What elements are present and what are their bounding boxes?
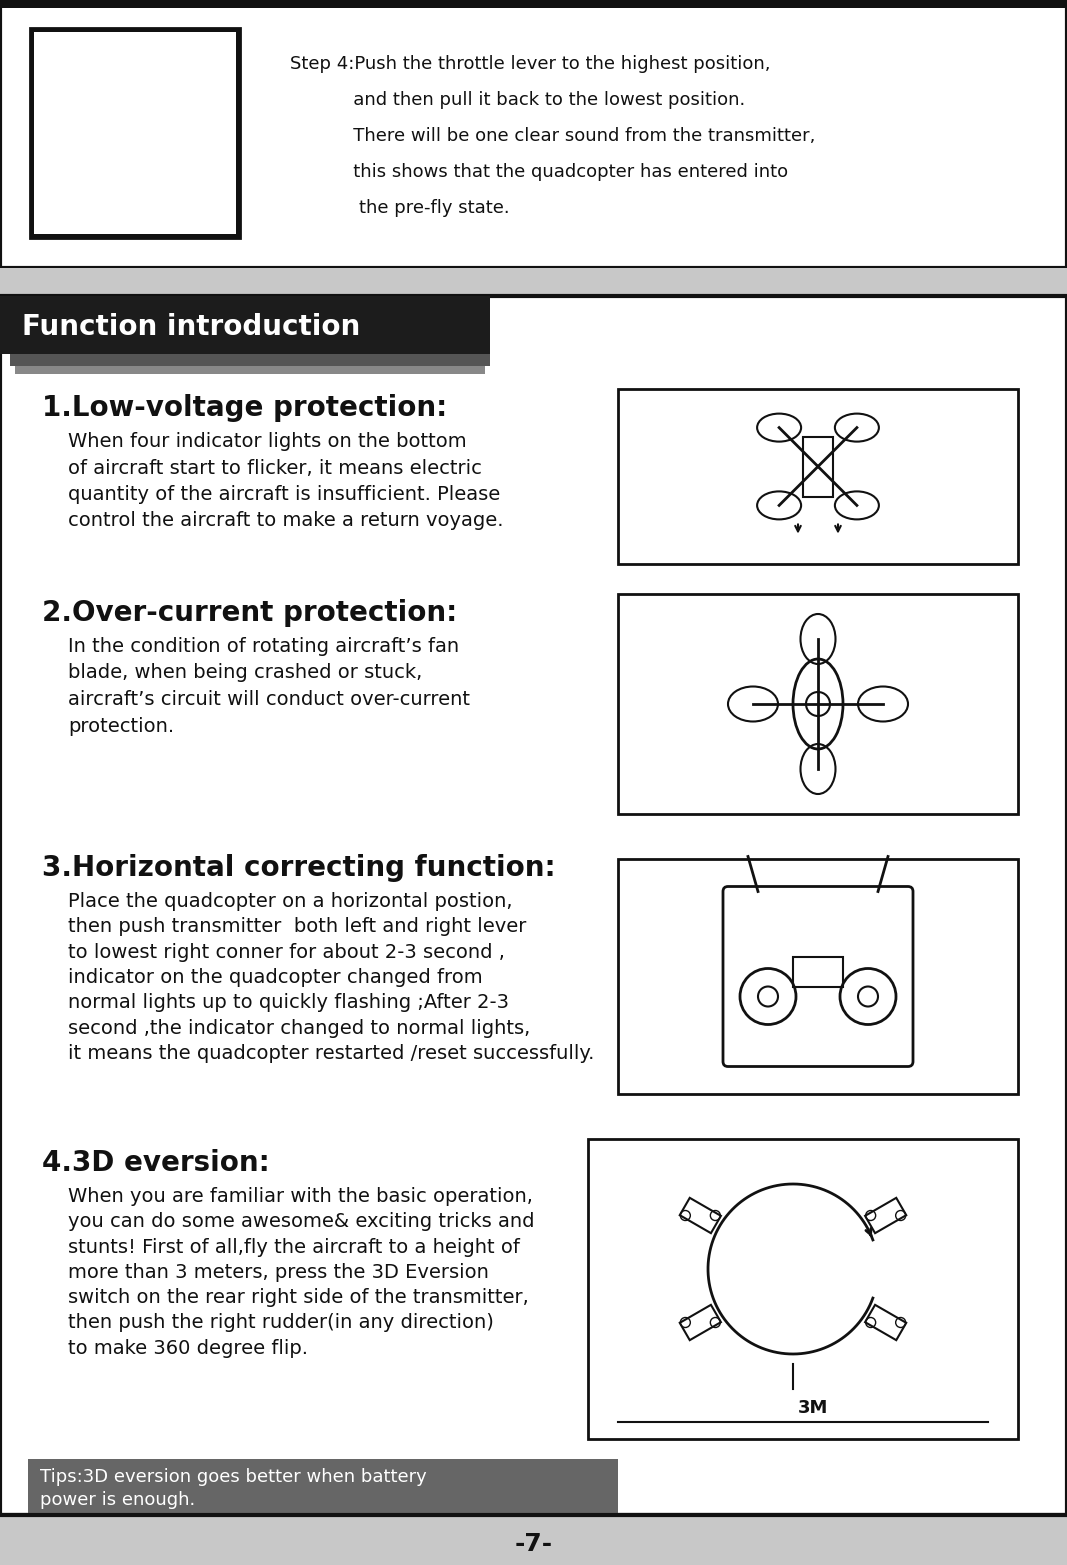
Bar [618, 595, 1018, 814]
Text: 3.Horizontal correcting function:: 3.Horizontal correcting function: [42, 854, 556, 883]
Bar [0, 296, 490, 354]
Text: 4.3D eversion:: 4.3D eversion: [42, 1149, 270, 1177]
Text: Place the quadcopter on a horizontal postion,
then push transmitter  both left a: Place the quadcopter on a horizontal pos… [68, 892, 594, 1063]
Text: 1.Low-voltage protection:: 1.Low-voltage protection: [42, 394, 447, 423]
Text: There will be one clear sound from the transmitter,: There will be one clear sound from the t… [290, 127, 815, 146]
Bar [30, 28, 240, 238]
Bar [588, 1139, 1018, 1438]
Bar [28, 1459, 618, 1513]
Text: this shows that the quadcopter has entered into: this shows that the quadcopter has enter… [290, 163, 794, 182]
Bar [0, 296, 1067, 1515]
Bar [34, 31, 236, 235]
Bar [618, 859, 1018, 1094]
Bar [680, 1305, 721, 1340]
Bar [618, 390, 1018, 563]
Bar [865, 1305, 906, 1340]
Bar [803, 437, 833, 496]
Text: When you are familiar with the basic operation,
you can do some awesome& excitin: When you are familiar with the basic ope… [68, 1186, 535, 1358]
Text: Tips:3D eversion goes better when battery
power is enough.: Tips:3D eversion goes better when batter… [39, 1468, 427, 1509]
Text: -7-: -7- [514, 1532, 553, 1556]
Bar [0, 1515, 1067, 1565]
Bar [10, 354, 490, 366]
Bar [0, 268, 1067, 304]
Text: Function introduction: Function introduction [22, 313, 361, 341]
Text: 2.Over-current protection:: 2.Over-current protection: [42, 599, 458, 628]
Bar [865, 1197, 906, 1233]
Text: and then pull it back to the lowest position.: and then pull it back to the lowest posi… [290, 91, 745, 110]
Bar [0, 0, 1067, 268]
Text: the pre-fly state.: the pre-fly state. [290, 199, 510, 218]
Bar [15, 366, 485, 374]
Bar [793, 956, 843, 986]
Text: 3M: 3M [798, 1399, 828, 1416]
Text: When four indicator lights on the bottom
of aircraft start to flicker, it means : When four indicator lights on the bottom… [68, 432, 504, 531]
Bar [0, 0, 1067, 8]
Text: In the condition of rotating aircraft’s fan
blade, when being crashed or stuck,
: In the condition of rotating aircraft’s … [68, 637, 469, 736]
Bar [680, 1197, 721, 1233]
Text: Step 4:Push the throttle lever to the highest position,: Step 4:Push the throttle lever to the hi… [290, 55, 770, 74]
